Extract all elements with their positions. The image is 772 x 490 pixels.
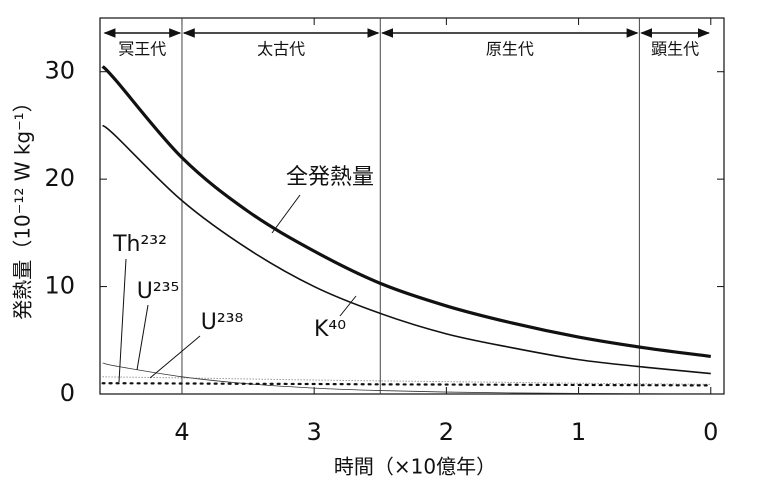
- leader-line: [136, 304, 149, 371]
- x-tick-label: 1: [571, 418, 586, 446]
- era-label: 太古代: [257, 40, 305, 59]
- series-label: K⁴⁰: [314, 317, 346, 342]
- leader-line: [271, 194, 301, 234]
- series-line: [101, 382, 712, 387]
- x-tick-label: 3: [307, 418, 322, 446]
- era-label: 原生代: [486, 40, 534, 59]
- x-tick-label: 0: [703, 418, 718, 446]
- series-label: U²³⁵: [137, 279, 180, 304]
- leader-line: [118, 258, 127, 383]
- era-label: 顕生代: [651, 40, 699, 59]
- x-axis-title: 時間（×10億年）: [334, 455, 496, 479]
- series-label: U²³⁸: [201, 310, 244, 335]
- series-line: [102, 124, 711, 375]
- series-line: [101, 65, 711, 358]
- leader-line: [149, 335, 201, 379]
- era-label: 冥王代: [118, 40, 166, 59]
- series-line: [102, 362, 711, 395]
- series-label: Th²³²: [112, 232, 167, 257]
- y-tick-label: 0: [60, 379, 75, 407]
- x-tick-label: 4: [174, 418, 189, 446]
- y-tick-label: 30: [44, 57, 75, 85]
- leader-line: [339, 295, 357, 317]
- plot-frame: [99, 17, 725, 395]
- series-label: 全発熱量: [286, 165, 374, 190]
- y-tick-label: 20: [44, 164, 75, 192]
- y-tick-label: 10: [44, 272, 75, 300]
- y-axis-title: 発熱量（10⁻¹² W kg⁻¹）: [11, 92, 35, 319]
- x-tick-label: 2: [439, 418, 454, 446]
